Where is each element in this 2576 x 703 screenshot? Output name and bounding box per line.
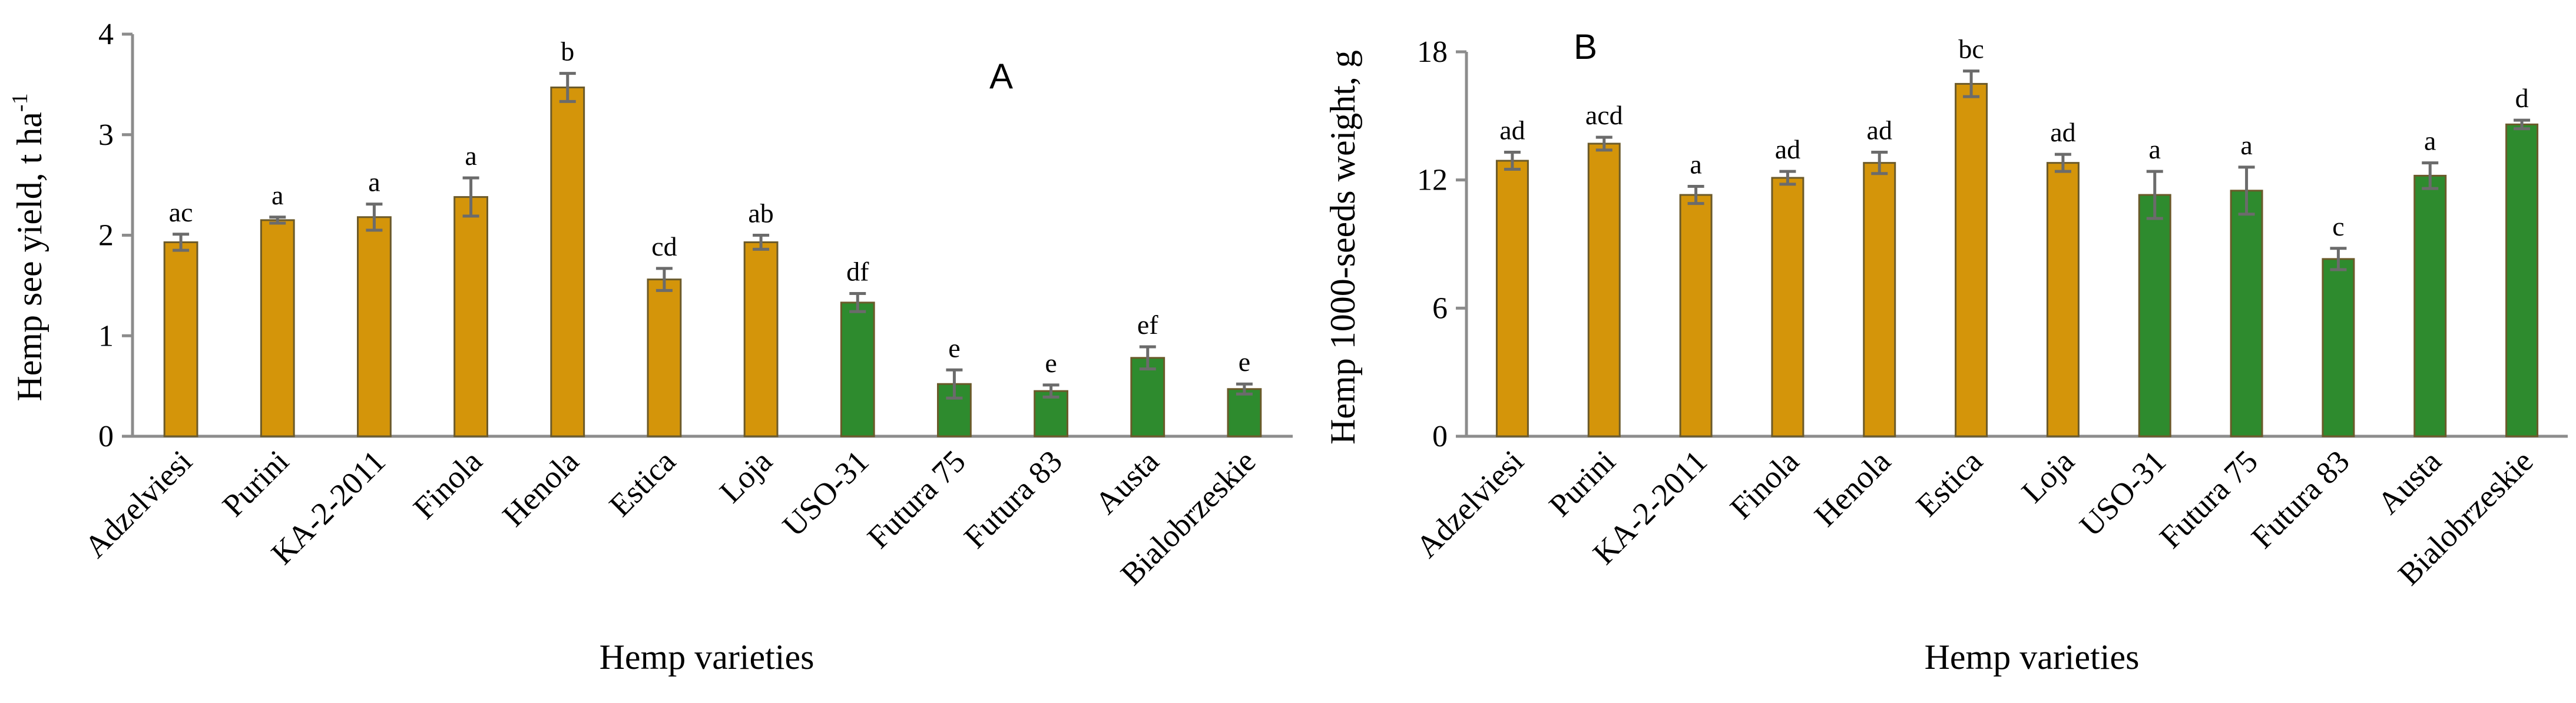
significance-label-a-4: b [561,37,574,67]
significance-label-a-11: e [1239,347,1250,377]
panel-label-b: B [1574,27,1597,67]
category-label-a-8: Futura 75 [860,443,972,555]
bar-a-6 [743,241,779,437]
panel-label-a: A [989,57,1013,96]
y-tick-label-a-0: 0 [98,420,114,453]
bar-b-1 [1587,142,1621,437]
significance-label-b-7: a [2149,134,2161,164]
bar-a-10 [1130,357,1166,437]
significance-label-b-1: acd [1585,100,1623,130]
y-axis-title-a: Hemp see yield, t ha-1 [8,93,49,401]
category-label-a-1: Purini [216,443,296,523]
significance-label-b-0: ad [1499,115,1525,145]
category-label-b-5: Estica [1909,443,1989,523]
significance-label-b-2: a [1690,150,1701,180]
category-label-a-9: Futura 83 [957,443,1069,555]
significance-label-a-7: df [846,257,869,287]
y-tick-label-a-3: 3 [98,118,114,152]
chart-panel-b: B Hemp 1000-seeds weight, g Hemp varieti… [1323,27,2568,677]
bar-a-4 [550,86,585,437]
category-label-a-5: Estica [602,443,683,523]
category-label-a-7: USO-31 [776,443,876,543]
y-tick-label-a-1: 1 [98,319,114,353]
significance-label-a-10: ef [1137,310,1158,340]
significance-label-b-6: ad [2050,117,2075,147]
bar-b-5 [1955,82,1988,437]
significance-label-b-11: d [2515,83,2529,113]
significance-label-a-5: cd [651,231,677,261]
bar-b-10 [2413,174,2447,437]
bar-b-11 [2505,123,2539,437]
bar-b-3 [1771,177,1804,437]
bar-a-7 [840,301,875,437]
bar-b-8 [2230,190,2263,437]
x-axis-title-b: Hemp varieties [1925,638,2140,677]
bar-a-2 [357,216,392,437]
category-label-a-10: Austa [1088,443,1166,521]
bar-b-2 [1679,194,1713,437]
significance-label-a-6: ab [748,198,773,228]
bar-b-4 [1863,162,1896,437]
y-tick-label-b-0: 0 [1432,420,1448,453]
category-label-b-8: Futura 75 [2153,443,2264,555]
category-label-a-0: Adzelviesi [78,443,199,565]
category-label-b-10: Austa [2370,443,2448,521]
category-label-b-9: Futura 83 [2244,443,2356,555]
bar-b-7 [2138,194,2171,437]
significance-label-b-4: ad [1867,115,1892,145]
y-tick-label-b-2: 12 [1417,164,1448,197]
category-label-b-3: Finola [1723,443,1806,526]
significance-label-a-1: a [271,180,283,210]
bar-a-11 [1227,388,1262,437]
bar-a-3 [453,196,488,437]
y-tick-label-a-2: 2 [98,219,114,253]
category-label-a-6: Loja [713,443,779,509]
significance-label-a-9: e [1045,348,1057,378]
chart-panel-a: A Hemp see yield, t ha-1 Hemp varieties … [8,18,1293,677]
y-tick-label-b-3: 18 [1417,35,1448,69]
category-label-a-3: Finola [406,443,489,526]
y-tick-label-a-4: 4 [98,18,114,51]
bar-b-6 [2046,162,2080,437]
category-label-b-0: Adzelviesi [1409,443,1531,565]
significance-label-a-2: a [368,167,380,197]
y-tick-label-b-1: 6 [1432,291,1448,325]
category-label-b-6: Loja [2015,443,2081,509]
category-label-b-1: Purini [1542,443,1622,523]
significance-label-a-3: a [465,141,476,171]
significance-label-b-10: a [2424,126,2436,156]
category-label-a-4: Henola [496,443,586,533]
bar-a-1 [260,219,295,437]
x-axis-title-a: Hemp varieties [600,638,814,677]
bar-b-9 [2322,258,2355,437]
bar-a-5 [647,278,682,437]
significance-label-b-8: a [2240,130,2252,160]
significance-label-b-5: bc [1958,34,1984,64]
significance-label-a-8: e [948,333,960,363]
y-axis-title-b: Hemp 1000-seeds weight, g [1323,50,1362,445]
significance-label-b-9: c [2332,211,2344,241]
significance-label-a-0: ac [169,197,193,227]
significance-label-b-3: ad [1775,134,1800,164]
bar-a-0 [163,241,198,437]
category-label-b-4: Henola [1807,443,1898,533]
bar-b-0 [1495,160,1529,437]
